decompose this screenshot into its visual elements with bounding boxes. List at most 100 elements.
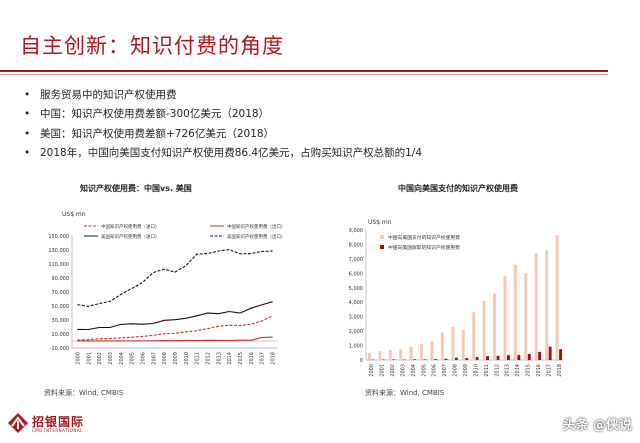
bar [545,250,549,360]
x-tick-label: 2015 [526,364,532,377]
bar-chart: US$ mn 0 1,000 2,000 3,000 4,000 5,000 6,000 7,0… [349,219,564,377]
bar [507,355,510,360]
bar [524,273,528,360]
bar [440,332,444,360]
bar [482,300,486,360]
x-tick-label: 2016 [249,352,255,365]
x-tick-label: 2008 [162,352,168,365]
series-line [77,301,273,331]
x-tick-label: 2000 [75,352,81,365]
bar [420,344,423,360]
x-tick-label: 2012 [206,352,212,365]
series-line [77,315,273,341]
y-tick-label: 1,000 [349,344,363,350]
y-tick-label: 7,000 [349,257,363,263]
bar [493,293,496,360]
legend-label: 中国知识产权使用费（进口） [101,223,160,230]
bar [555,235,559,360]
bar [413,359,417,360]
x-tick-label: 2013 [505,364,511,377]
bullet-item: 中国：知识产权使用费差额-300亿美元（2018） [24,105,422,124]
x-tick-label: 2012 [494,364,500,377]
bullet-text: 2018年，中国向美国支付知识产权使用费86.4亿美元，占购买知识产权总额的1/… [40,146,422,159]
bar [548,346,552,360]
x-tick-label: 2010 [473,364,479,377]
y-tick-label: -10,000 [50,346,69,352]
x-tick-label: 2017 [546,364,552,377]
bar [444,358,448,360]
y-tick-label: 130,000 [48,248,69,254]
bar [472,312,476,360]
x-tick-label: 2015 [238,352,244,365]
bar [503,276,507,360]
bullet-item: 2018年，中国向美国支付知识产权使用费86.4亿美元，占购买知识产权总额的1/… [24,144,422,163]
legend-swatch [380,235,384,239]
legend-label: 美国知识产权使用费（出口） [227,233,286,240]
bullet-text: 美国：知识产权使用费差额+726亿美元（2018） [40,127,275,140]
bar [475,357,479,360]
left-chart-title: 知识产权使用费：中国vs. 美国 [80,184,192,193]
y-tick-label: 70,000 [52,290,70,296]
bar [465,358,469,360]
x-tick-label: 2005 [421,364,427,377]
right-chart-title: 中国向美国支付的知识产权使用费 [398,184,518,193]
left-source: 资料来源：Wind, CMBIS [44,389,124,397]
bar [496,355,500,360]
bar [517,354,521,360]
x-tick-label: 2011 [195,352,201,365]
x-tick-label: 2004 [119,352,125,365]
x-tick-label: 2007 [151,352,157,365]
logo-text: 招银国际 [32,415,85,429]
bar [461,329,465,360]
bullet-text: 服务贸易中的知识产权使用费 [40,89,177,101]
x-tick-label: 2018 [271,352,277,365]
series-line [77,336,273,342]
legend-label: 美国知识产权使用费（进口） [101,233,160,240]
page-title: 自主创新：知识付费的角度 [20,34,284,58]
y-tick-label: 5,000 [349,286,363,292]
y-tick-label: 0 [360,358,363,364]
bar [486,356,489,360]
y-tick-label: 8,000 [349,242,363,248]
bar [423,359,427,360]
bar [378,351,382,360]
legend-label: 中国向美国收取的知识产权使用费 [388,244,460,251]
x-tick-label: 2014 [515,364,521,377]
x-tick-label: 2013 [216,352,222,365]
x-tick-label: 2009 [173,352,179,365]
y-tick-label: 4,000 [349,300,363,306]
x-tick-label: 2017 [260,352,266,365]
bar [527,353,531,360]
x-tick-label: 2011 [484,364,490,377]
cmb-logo-icon [8,413,28,433]
bullet-text: 中国：知识产权使用费差额-300亿美元（2018） [40,108,270,121]
y-tick-label: 9,000 [349,228,363,234]
x-tick-label: 2010 [184,352,190,365]
bar [559,349,562,360]
bar [454,357,458,360]
legend-label: 中国向美国支付的知识产权使用费 [388,234,460,241]
bar [538,351,542,360]
bar [534,253,538,360]
line-chart: US$ mn -10,000 10,000 30,000 50,000 70,000 90,… [48,211,286,365]
x-tick-label: 2007 [442,364,448,377]
legend-label: 中国知识产权使用费（出口） [227,223,286,230]
x-tick-label: 2008 [453,364,459,377]
bar [513,264,517,360]
x-tick-label: 2005 [130,352,136,365]
watermark: 头条 @侠说 [562,418,632,433]
x-tick-label: 2000 [369,364,375,377]
title-rule [0,70,608,72]
x-tick-label: 2006 [432,364,438,377]
bar [430,341,434,360]
bar [434,359,437,360]
y-tick-label: 6,000 [349,271,363,277]
y-axis-unit: US$ mn [368,219,392,226]
x-tick-label: 2002 [97,352,103,365]
x-tick-label: 2001 [86,352,92,365]
x-tick-label: 2002 [390,364,396,377]
legend-swatch [380,245,384,249]
title-subrule [0,74,608,75]
x-tick-label: 2003 [108,352,114,365]
x-tick-label: 2014 [227,352,233,365]
